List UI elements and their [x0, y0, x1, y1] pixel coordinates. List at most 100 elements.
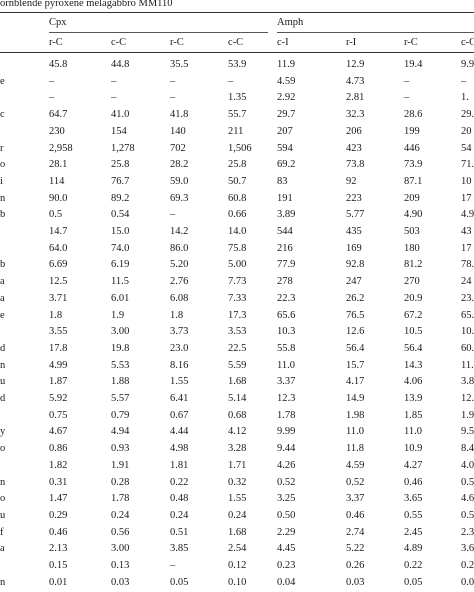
- table-cell: 4.67: [49, 426, 68, 438]
- table-cell: 10.3: [277, 326, 296, 338]
- table-cell: –: [170, 209, 176, 221]
- table-cell: –: [49, 92, 55, 104]
- table-cell: 0.52: [346, 476, 365, 488]
- table-cell: 29.: [461, 109, 474, 121]
- table-cell: 4.44: [170, 426, 189, 438]
- table-cell: 2.76: [170, 276, 189, 288]
- table-cell: 0.75: [49, 409, 68, 421]
- table-cell: 3.53: [228, 326, 247, 338]
- table-cell: 2.81: [346, 92, 365, 104]
- table-cell: 5.77: [346, 209, 365, 221]
- table-cell: 6.08: [170, 292, 189, 304]
- table-cell: 22.3: [277, 292, 296, 304]
- row-label: o: [0, 443, 6, 455]
- table-cell: 0.46: [49, 526, 68, 538]
- table-cell: 25.8: [111, 159, 130, 171]
- table-cell: 4.90: [404, 209, 423, 221]
- row-label: n: [0, 576, 6, 588]
- table-cell: 247: [346, 276, 362, 288]
- table-cell: 3.89: [277, 209, 296, 221]
- table-cell: 2.29: [277, 526, 296, 538]
- table-cell: 3.00: [111, 543, 130, 555]
- row-label: n: [0, 359, 6, 371]
- table-cell: 10.5: [404, 326, 423, 338]
- table-cell: –: [170, 92, 176, 104]
- table-cell: 2.92: [277, 92, 296, 104]
- table-cell: 0.05: [404, 576, 423, 588]
- column-header: c-C: [111, 37, 127, 48]
- header-rule: [0, 52, 474, 53]
- table-cell: 5.14: [228, 393, 247, 404]
- table-row: o 1.47 1.78 0.48 1.55 3.25 3.37 3.65 4.6: [0, 490, 474, 508]
- table-cell: 2.3: [461, 526, 474, 538]
- row-label: u: [0, 509, 6, 521]
- table-cell: 3.85: [170, 543, 189, 555]
- table-cell: 90.0: [49, 192, 68, 204]
- table-cell: 8.4: [461, 443, 474, 455]
- table-cell: 1.35: [228, 92, 247, 104]
- table-cell: 74.0: [111, 242, 130, 254]
- table-cell: 53.9: [228, 59, 247, 70]
- table-cell: 0.32: [228, 476, 247, 488]
- table-cell: 11.9: [277, 59, 295, 70]
- table-cell: 73.9: [404, 159, 423, 171]
- table-cell: 4.26: [277, 459, 296, 471]
- table-cell: 4.17: [346, 376, 365, 388]
- table-cell: 28.2: [170, 159, 189, 171]
- column-header: r-C: [170, 37, 184, 48]
- table-cell: 5.20: [170, 259, 189, 271]
- row-label: d: [0, 342, 6, 354]
- table-cell: 56.4: [404, 342, 423, 354]
- table-cell: 11.5: [111, 276, 129, 288]
- table-row: n 4.99 5.53 8.16 5.59 11.0 15.7 14.3 11.: [0, 357, 474, 375]
- table-row: n 90.0 89.2 69.3 60.8 191 223 209 17: [0, 190, 474, 208]
- table-row: y 4.67 4.94 4.44 4.12 9.99 11.0 11.0 9.5: [0, 423, 474, 441]
- table-cell: 12.5: [49, 276, 68, 288]
- table-cell: 71.: [461, 159, 474, 171]
- table-cell: 1.8: [49, 309, 63, 321]
- table-cell: 87.1: [404, 175, 423, 187]
- group-header-cpx: Cpx: [49, 17, 67, 28]
- table-cell: –: [111, 92, 117, 104]
- table-cell: 78.: [461, 259, 474, 271]
- table-row: b 0.5 0.54 – 0.66 3.89 5.77 4.90 4.9: [0, 206, 474, 224]
- table-row: f 0.46 0.56 0.51 1.68 2.29 2.74 2.45 2.3: [0, 524, 474, 542]
- table-cell: 11.0: [404, 426, 422, 438]
- table-cell: 92: [346, 175, 357, 187]
- table-cell: 67.2: [404, 309, 423, 321]
- table-cell: 28.1: [49, 159, 68, 171]
- table-cell: 26.2: [346, 292, 365, 304]
- table-cell: 4.27: [404, 459, 423, 471]
- table-row: b 6.69 6.19 5.20 5.00 77.9 92.8 81.2 78.: [0, 256, 474, 274]
- table-cell: 45.8: [49, 59, 68, 70]
- table-cell: 41.8: [170, 109, 189, 121]
- table-cell: –: [228, 75, 234, 87]
- table-cell: 1.81: [170, 459, 189, 471]
- table-cell: 73.8: [346, 159, 365, 171]
- table-row: o 28.1 25.8 28.2 25.8 69.2 73.8 73.9 71.: [0, 156, 474, 174]
- table-cell: 44.8: [111, 59, 130, 70]
- table-row: o 0.86 0.93 4.98 3.28 9.44 11.8 10.9 8.4: [0, 440, 474, 458]
- table-cell: 0.2: [461, 560, 474, 571]
- table-row: 3.55 3.00 3.73 3.53 10.3 12.6 10.5 10.: [0, 323, 474, 341]
- table-cell: 1,278: [111, 142, 135, 154]
- table-cell: 3.37: [346, 493, 365, 505]
- table-cell: 0.29: [49, 509, 68, 521]
- table-cell: –: [111, 75, 117, 87]
- table-cell: 3.37: [277, 376, 296, 388]
- table-cell: 0.13: [111, 560, 130, 571]
- table-cell: 17: [461, 242, 472, 254]
- table-cell: 65.: [461, 309, 474, 321]
- table-cell: 81.2: [404, 259, 423, 271]
- table-cell: 209: [404, 192, 420, 204]
- column-header: c-I: [277, 37, 289, 48]
- table-cell: 2.74: [346, 526, 365, 538]
- table-cell: 0.5: [49, 209, 63, 221]
- table-cell: 15.0: [111, 226, 130, 237]
- table-cell: 20: [461, 125, 472, 137]
- table-cell: 19.4: [404, 59, 423, 70]
- table-cell: 1.98: [346, 409, 365, 421]
- group-underline-amph: [277, 32, 474, 33]
- table-cell: 22.5: [228, 342, 247, 354]
- table-cell: 0.54: [111, 209, 130, 221]
